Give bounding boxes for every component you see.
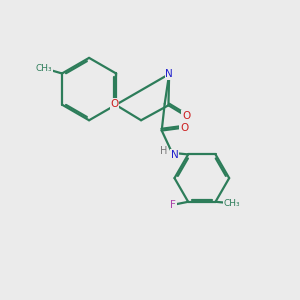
Text: O: O — [182, 111, 190, 121]
Text: H: H — [160, 146, 167, 156]
Text: F: F — [170, 200, 176, 210]
Text: N: N — [165, 69, 173, 79]
Text: O: O — [110, 99, 118, 109]
Text: N: N — [171, 150, 178, 160]
Text: CH₃: CH₃ — [224, 199, 240, 208]
Text: CH₃: CH₃ — [35, 64, 52, 73]
Text: O: O — [180, 123, 188, 133]
